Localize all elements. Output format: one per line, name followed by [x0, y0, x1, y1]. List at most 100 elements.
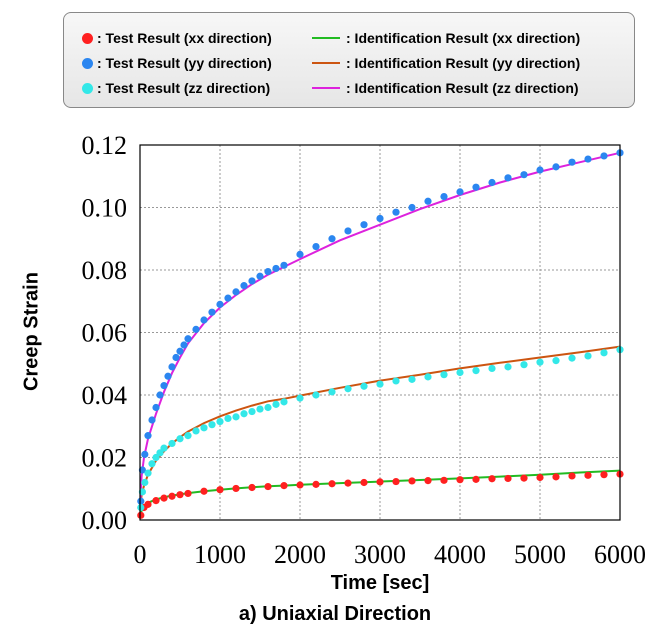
legend-label: : Identification Result (yy direction): [346, 55, 581, 71]
data-point: [160, 444, 168, 452]
data-point: [424, 197, 432, 205]
data-point: [488, 178, 496, 187]
data-point: [536, 358, 544, 366]
data-point: [176, 347, 184, 355]
grid-lines: [140, 145, 620, 520]
data-point: [520, 474, 528, 482]
data-point: [232, 484, 240, 493]
data-point: [152, 403, 160, 412]
red-marker-icon: [82, 32, 93, 44]
data-point: [264, 267, 272, 276]
data-point: [148, 460, 156, 468]
magenta-line-icon: [312, 87, 340, 89]
data-point: [272, 400, 280, 408]
data-point: [360, 478, 368, 487]
legend-label: : Test Result (xx direction): [97, 30, 272, 46]
data-point: [408, 375, 416, 383]
data-point: [360, 382, 368, 390]
data-point: [488, 475, 496, 483]
data-point: [584, 471, 592, 479]
legend-item-ident-zz: : Identification Result (zz direction): [312, 77, 579, 99]
data-point: [180, 341, 188, 349]
data-point: [137, 511, 145, 519]
data-point: [456, 476, 464, 484]
plot-frame: [139, 144, 621, 521]
data-point: [256, 272, 264, 280]
data-point: [264, 482, 272, 491]
data-point: [376, 214, 384, 223]
x-tick-labels: 0 1000 2000 3000 4000 5000 6000: [134, 540, 647, 569]
data-point: [424, 477, 432, 485]
data-point: [520, 361, 528, 369]
data-point: [312, 242, 320, 251]
x-tick-label: 4000: [434, 540, 486, 569]
data-point: [232, 413, 240, 421]
data-point: [280, 482, 288, 490]
data-point: [176, 491, 184, 499]
data-point: [600, 349, 608, 357]
figure-caption: a) Uniaxial Direction: [238, 603, 432, 625]
y-axis-label: Creep Strain: [20, 272, 43, 391]
data-point: [160, 382, 168, 390]
x-tick-label: 5000: [514, 540, 566, 569]
data-point: [392, 377, 400, 385]
data-point: [144, 500, 152, 508]
y-tick-label: 0.00: [82, 506, 128, 535]
data-point: [360, 221, 368, 229]
y-tick-label: 0.02: [82, 444, 128, 473]
data-point: [160, 494, 168, 502]
data-point: [552, 357, 560, 365]
data-point: [344, 227, 352, 235]
data-point: [184, 489, 192, 498]
data-point: [256, 405, 264, 413]
y-tick-labels: 0.00 0.02 0.04 0.06 0.08 0.10 0.12: [82, 131, 128, 535]
data-point: [584, 155, 592, 163]
legend-item-test-yy: : Test Result (yy direction): [82, 52, 272, 74]
data-point: [280, 261, 288, 269]
data-point: [376, 478, 384, 486]
data-point: [344, 385, 352, 393]
data-point: [164, 372, 172, 380]
data-point: [472, 367, 480, 375]
x-axis-label: Time [sec]: [330, 572, 430, 594]
data-point: [176, 435, 184, 443]
data-point: [137, 503, 145, 512]
data-point: [568, 354, 576, 362]
data-point: [504, 363, 512, 371]
data-point: [456, 368, 464, 377]
legend-item-test-xx: : Test Result (xx direction): [82, 27, 272, 49]
legend-label: : Identification Result (xx direction): [346, 30, 581, 46]
data-point: [584, 352, 592, 360]
data-point: [552, 163, 560, 171]
data-point: [216, 300, 224, 308]
cyan-marker-icon: [82, 82, 93, 94]
blue-marker-icon: [82, 57, 93, 69]
x-tick-label: 0: [134, 540, 147, 569]
data-point: [168, 439, 176, 448]
data-point: [248, 407, 256, 416]
data-point: [272, 264, 280, 273]
data-point: [536, 473, 544, 482]
data-point: [344, 479, 352, 487]
data-point: [137, 497, 145, 505]
y-tick-label: 0.04: [82, 381, 128, 410]
data-point: [152, 497, 160, 505]
data-point: [392, 477, 400, 486]
data-point: [240, 410, 248, 418]
data-point: [568, 158, 576, 166]
data-point: [224, 294, 232, 302]
data-point: [440, 371, 448, 379]
data-point: [296, 481, 304, 489]
orange-line-icon: [312, 62, 340, 64]
legend-label: : Test Result (yy direction): [97, 55, 272, 71]
x-tick-label: 2000: [274, 540, 326, 569]
data-point: [440, 476, 448, 484]
data-point: [328, 235, 336, 243]
data-point: [328, 480, 336, 488]
data-point: [192, 427, 200, 435]
data-point: [504, 174, 512, 182]
data-point: [224, 414, 232, 423]
x-tick-label: 3000: [354, 540, 406, 569]
y-tick-label: 0.06: [82, 319, 128, 348]
data-point: [184, 432, 192, 440]
